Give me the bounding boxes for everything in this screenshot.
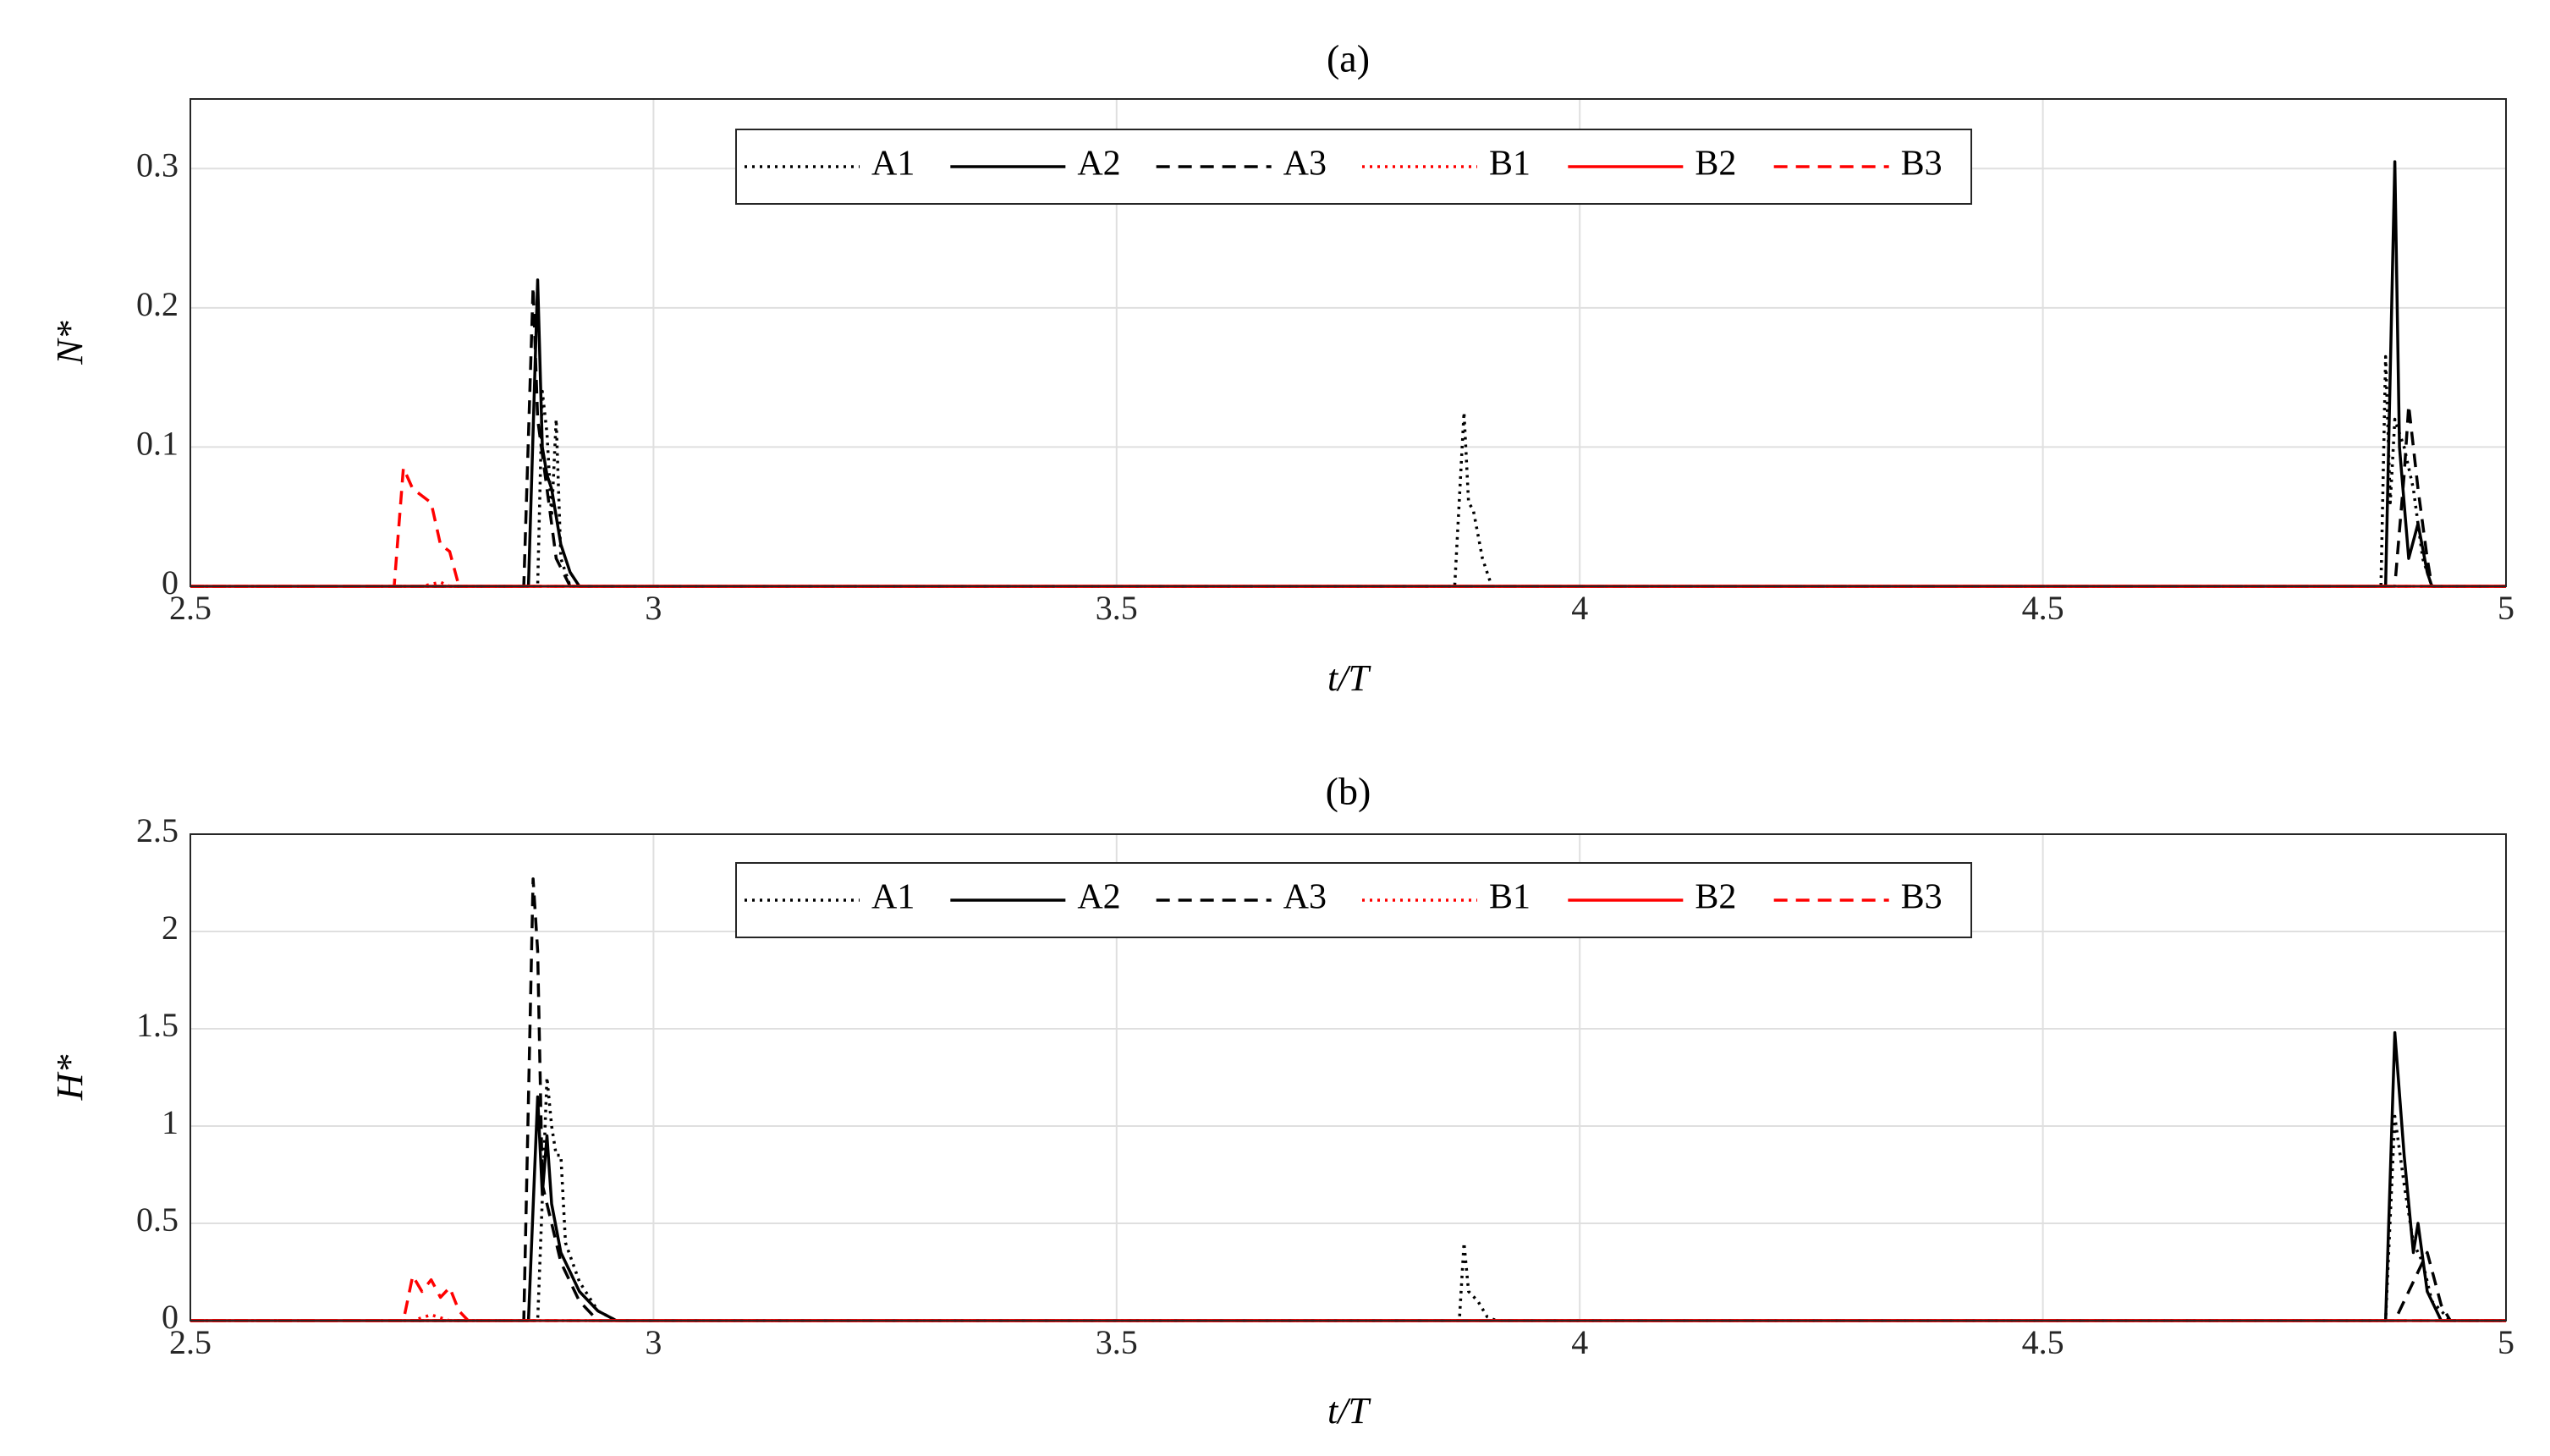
legend-label: B3 [1901,145,1943,184]
legend-box [735,862,1972,938]
x-axis-label: t/T [1327,1390,1371,1431]
data-line [190,1274,2506,1322]
legend-label: A2 [1077,878,1120,917]
legend-label: B3 [1901,878,1943,917]
y-tick-label: 0.3 [136,146,179,184]
y-tick-label: 2 [162,909,179,947]
y-tick-label: 1.5 [136,1006,179,1044]
axes-box [190,833,2507,1321]
legend-label: B1 [1489,145,1531,184]
legend-label: B2 [1695,145,1736,184]
legend-label: A3 [1283,145,1327,184]
x-tick-label: 3.5 [1096,1323,1138,1361]
y-tick-label: 2.5 [136,811,179,849]
chart: 2.5 3 3.5 4 4.5 5 0 0.5 1 1.5 2 2.5 (b) t/T H* A1 A2 A3 B1… [49,770,2514,1432]
x-tick-label: 4 [1571,1323,1588,1361]
legend-label: B1 [1489,878,1531,917]
x-tick-label: 3 [645,1323,662,1361]
data-line [190,1075,2506,1322]
legend-label: B2 [1695,878,1736,917]
x-tick-label: 4.5 [2022,1323,2064,1361]
y-axis-label: N* [49,321,91,365]
legend-label: A3 [1283,878,1327,917]
y-tick-label: 0.5 [136,1201,179,1239]
chart-title: (b) [1326,770,1371,813]
y-tick-label: 1 [162,1103,179,1141]
legend-label: A2 [1077,145,1120,184]
axes-box [190,98,2507,587]
legend-label: A1 [871,878,915,917]
x-tick-label: 4 [1571,589,1588,627]
x-tick-label: 2.5 [169,589,212,627]
chart: 2.5 3 3.5 4 4.5 5 0 0.1 0.2 0.3 (a) t/T N* A1 A2 A3 B1 B2… [49,37,2514,700]
x-tick-label: 3.5 [1096,589,1138,627]
x-tick-label: 3 [645,589,662,627]
x-axis-label: t/T [1327,657,1371,699]
y-tick-label: 0.2 [136,285,179,323]
x-tick-label: 4.5 [2022,589,2064,627]
x-tick-label: 5 [2498,589,2514,627]
x-tick-label: 2.5 [169,1323,212,1361]
data-line [190,466,2506,588]
data-line [190,877,2506,1322]
x-tick-label: 5 [2498,1323,2514,1361]
y-tick-label: 0 [162,563,179,602]
legend-box [735,129,1972,205]
legend-label: A1 [871,145,915,184]
y-tick-label: 0.1 [136,425,179,463]
y-axis-label: H* [49,1055,91,1102]
chart-title: (a) [1327,37,1370,80]
data-line [190,1030,2506,1322]
y-tick-label: 0 [162,1298,179,1336]
